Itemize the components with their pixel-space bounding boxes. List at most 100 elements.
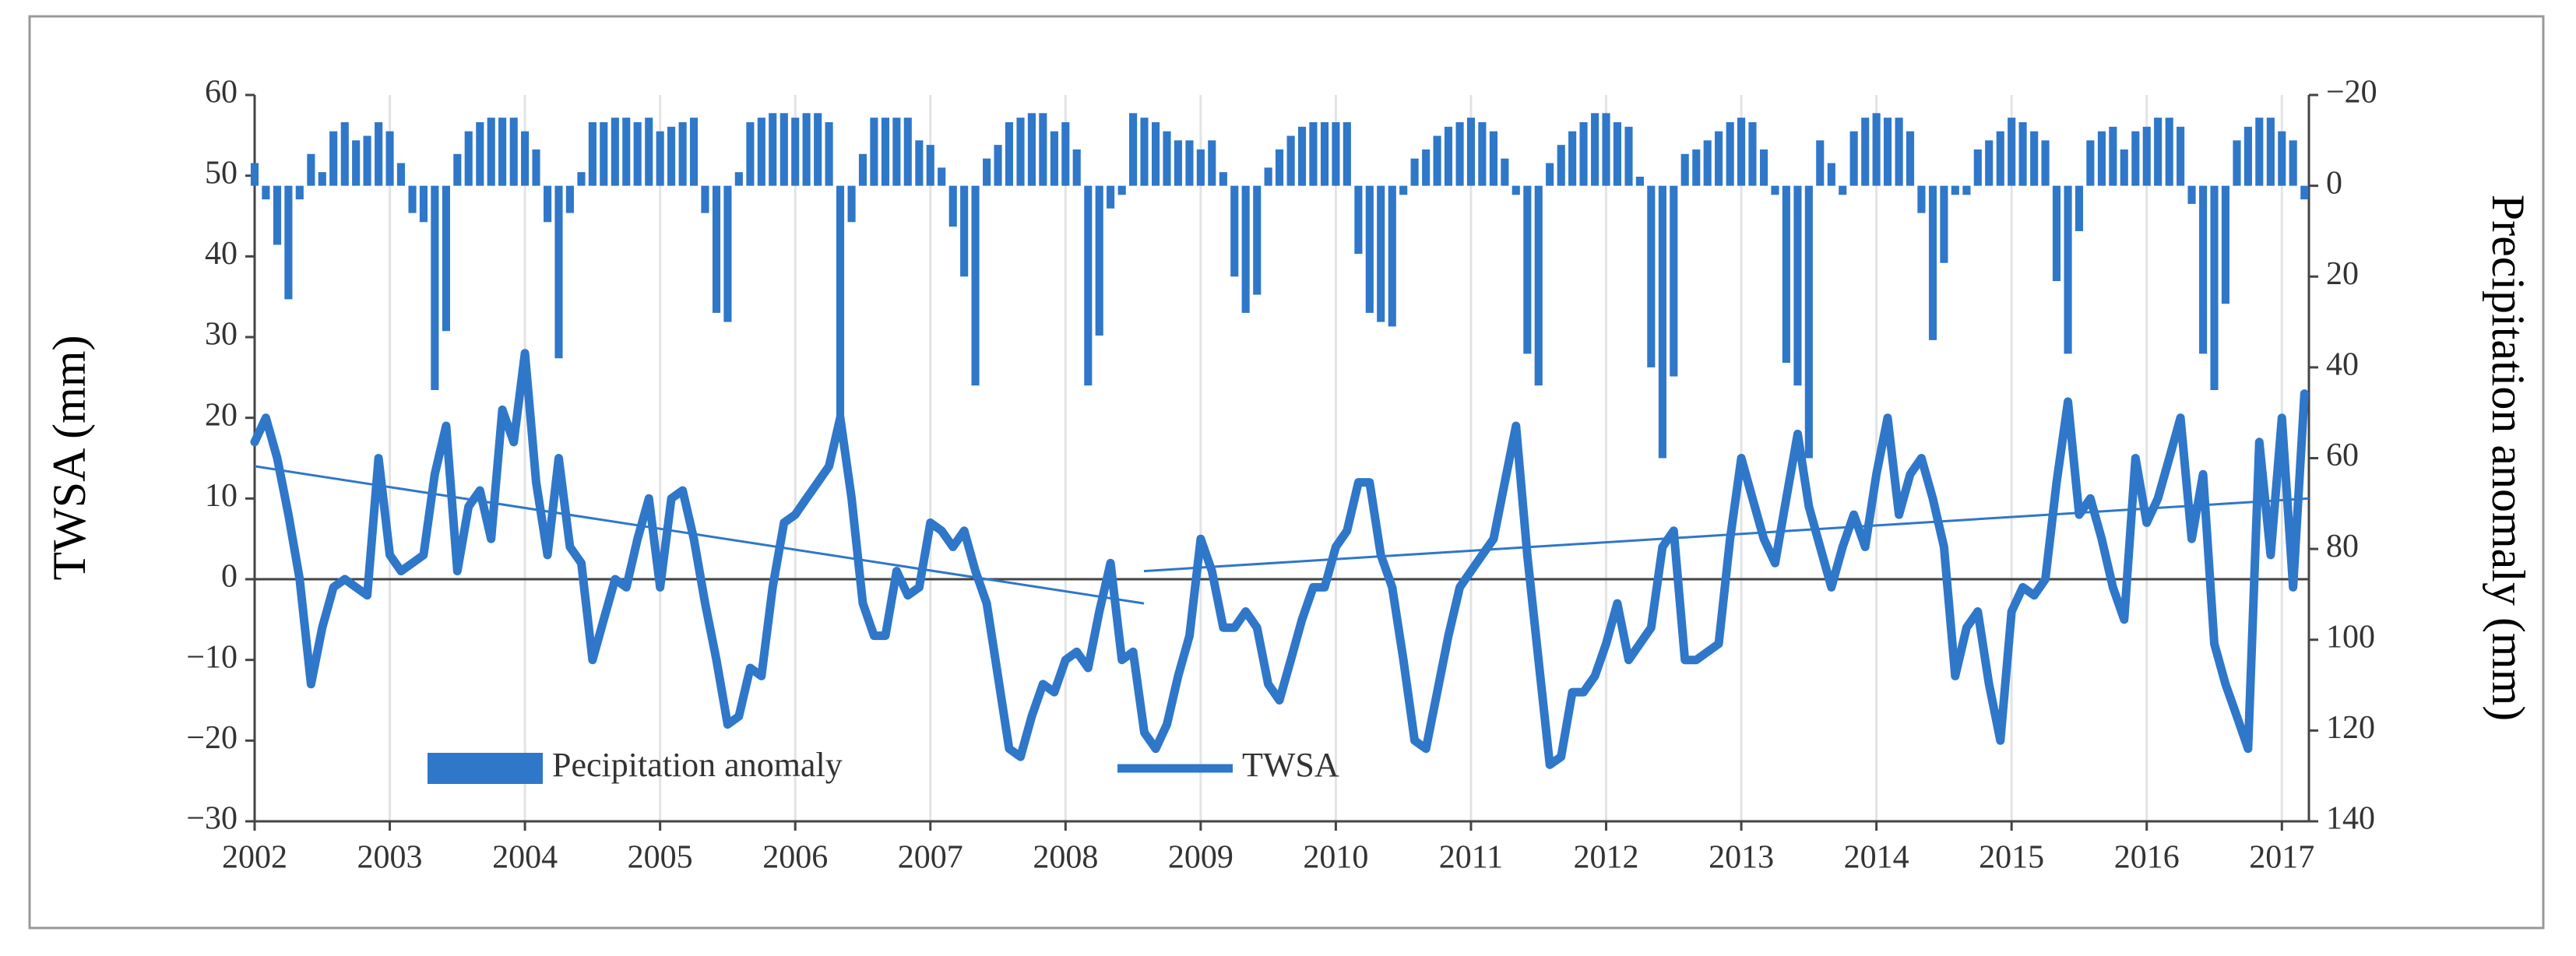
y-tick-label: −10 — [186, 639, 238, 675]
trend-line — [254, 465, 1145, 605]
bar — [701, 185, 709, 213]
bar — [1275, 149, 1284, 186]
bar — [1196, 149, 1205, 186]
bar — [1163, 131, 1171, 186]
bar — [509, 118, 518, 186]
bar — [1849, 131, 1858, 186]
y-tick-label: 50 — [205, 155, 238, 191]
bar — [689, 118, 699, 186]
bar — [938, 167, 946, 186]
y2-tick-label: 140 — [2326, 801, 2375, 837]
y-axis-label: TWSA (mm) — [44, 336, 95, 581]
bar — [1253, 185, 1262, 295]
bar — [903, 118, 912, 186]
y-tick-label: −30 — [186, 801, 238, 837]
bar — [329, 131, 338, 186]
bar — [1489, 131, 1498, 186]
bar — [1140, 118, 1149, 186]
bar — [1579, 121, 1588, 186]
bar — [1895, 118, 1903, 186]
bar — [521, 131, 530, 186]
bar — [746, 121, 755, 186]
bar — [1422, 149, 1431, 186]
x-tick-label: 2004 — [492, 840, 558, 876]
bar — [1839, 185, 1847, 195]
bar — [1737, 118, 1746, 186]
bar — [476, 121, 484, 186]
bar — [1107, 185, 1115, 209]
bar — [712, 185, 721, 313]
bar — [453, 153, 462, 186]
bar — [1297, 126, 1307, 186]
x-tick-label: 2010 — [1303, 840, 1368, 876]
bar — [622, 118, 631, 186]
bar — [250, 163, 259, 186]
bar — [1084, 185, 1093, 386]
bar — [2008, 118, 2016, 186]
y-tick-label: 30 — [205, 317, 238, 353]
bar — [1117, 185, 1126, 195]
bar — [1230, 185, 1239, 277]
bar — [926, 145, 934, 186]
legend-label: TWSA — [1242, 746, 1339, 784]
bar — [2243, 126, 2252, 186]
y-tick-label: −20 — [186, 720, 238, 756]
y-tick-label: 20 — [205, 397, 238, 433]
bar — [1557, 145, 1565, 186]
bar — [408, 185, 417, 213]
bar — [2233, 140, 2241, 186]
bar — [318, 172, 326, 186]
x-tick-label: 2011 — [1439, 840, 1503, 876]
x-tick-label: 2016 — [2114, 840, 2180, 876]
y2-tick-label: −20 — [2326, 75, 2377, 111]
bar — [600, 121, 608, 186]
bar — [1185, 140, 1194, 186]
bar — [1309, 121, 1318, 186]
bar — [1872, 113, 1881, 186]
bar — [273, 185, 282, 245]
bar — [1782, 185, 1790, 364]
bar — [1016, 118, 1025, 186]
bar — [1332, 121, 1340, 186]
bar — [1072, 149, 1081, 186]
bar — [2142, 126, 2151, 186]
bar — [2289, 140, 2297, 186]
bar — [588, 121, 596, 186]
bar — [2120, 149, 2128, 186]
y-tick-label: 40 — [205, 236, 238, 272]
frame — [28, 15, 2545, 930]
bar — [1816, 140, 1825, 186]
bar — [948, 185, 957, 227]
bar — [1591, 113, 1599, 186]
bar — [1354, 185, 1363, 255]
bar — [1478, 121, 1487, 186]
bar — [1928, 185, 1937, 340]
bar — [431, 185, 439, 391]
x-tick-label: 2005 — [628, 840, 693, 876]
bar — [1635, 176, 1644, 186]
bar — [1388, 185, 1396, 327]
bar — [1793, 185, 1802, 386]
x-tick-label: 2008 — [1033, 840, 1098, 876]
bar — [1444, 126, 1453, 186]
bar — [1985, 140, 1994, 186]
bar — [1748, 121, 1757, 186]
bar — [1286, 135, 1295, 186]
bar — [1410, 158, 1419, 186]
bar — [1680, 153, 1689, 186]
bar — [2266, 118, 2275, 186]
bar — [1827, 163, 1835, 186]
bar — [633, 121, 642, 186]
y2-tick-label: 80 — [2326, 529, 2359, 564]
bar — [2221, 185, 2229, 304]
x-tick-label: 2009 — [1168, 840, 1233, 876]
bar — [487, 118, 495, 186]
bar — [1466, 118, 1476, 186]
bar — [363, 135, 371, 186]
y2-tick-label: 100 — [2326, 619, 2375, 655]
bar — [307, 153, 315, 186]
bar — [544, 185, 552, 223]
bar — [2131, 131, 2140, 186]
bar — [284, 185, 293, 300]
